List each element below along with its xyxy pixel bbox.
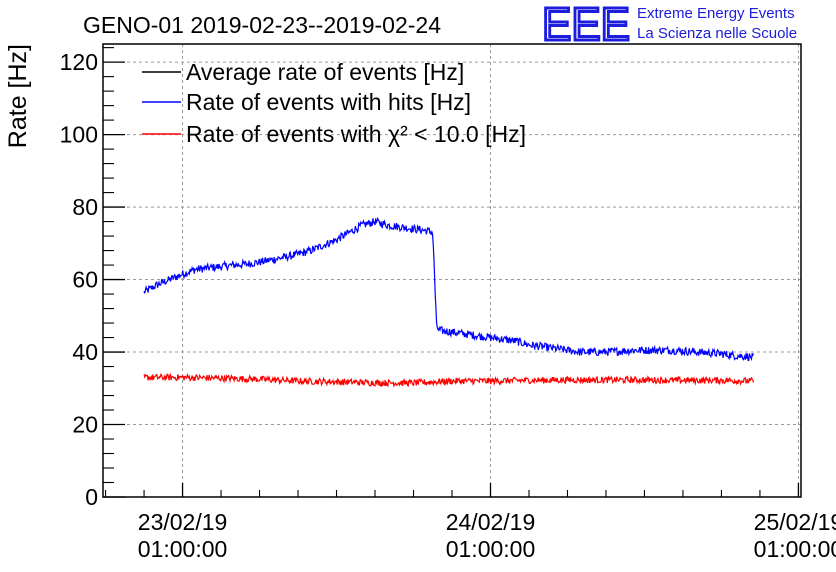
y-tick-label: 40 bbox=[72, 339, 98, 365]
eee-logo-mark: EEE bbox=[542, 0, 630, 50]
eee-logo-line1: Extreme Energy Events bbox=[637, 5, 795, 22]
series-line-hits bbox=[143, 216, 755, 362]
legend-label-chi2: Rate of events with χ² < 10.0 [Hz] bbox=[186, 121, 526, 147]
x-tick-label-date: 25/02/19 bbox=[754, 509, 836, 535]
y-tick-label: 20 bbox=[72, 412, 98, 438]
chart-title: GENO-01 2019-02-23--2019-02-24 bbox=[83, 12, 441, 38]
y-tick-label: 100 bbox=[60, 122, 98, 148]
y-tick-label: 60 bbox=[72, 267, 98, 293]
legend: Average rate of events [Hz] Rate of even… bbox=[142, 59, 526, 147]
series-line-chi2 bbox=[143, 372, 755, 388]
eee-logo-line2: La Scienza nelle Scuole bbox=[637, 25, 797, 42]
x-tick-label-date: 23/02/19 bbox=[138, 509, 228, 535]
axis-labels: 02040608010012023/02/1901:00:0024/02/190… bbox=[60, 49, 836, 562]
y-tick-label: 80 bbox=[72, 194, 98, 220]
grid-lines bbox=[103, 44, 801, 497]
y-tick-label: 120 bbox=[60, 49, 98, 75]
x-tick-label-date: 24/02/19 bbox=[446, 509, 536, 535]
x-tick-label-time: 01:00:00 bbox=[446, 536, 536, 562]
x-tick-label-time: 01:00:00 bbox=[754, 536, 836, 562]
y-tick-label: 0 bbox=[85, 484, 98, 510]
legend-label-hits: Rate of events with hits [Hz] bbox=[186, 89, 471, 115]
eee-logo: EEE Extreme Energy Events La Scienza nel… bbox=[541, 0, 798, 52]
x-tick-label-time: 01:00:00 bbox=[138, 536, 228, 562]
y-axis-label: Rate [Hz] bbox=[4, 44, 32, 148]
legend-label-average: Average rate of events [Hz] bbox=[186, 59, 464, 85]
axis-ticks bbox=[103, 47, 800, 498]
series-curves bbox=[143, 216, 755, 388]
